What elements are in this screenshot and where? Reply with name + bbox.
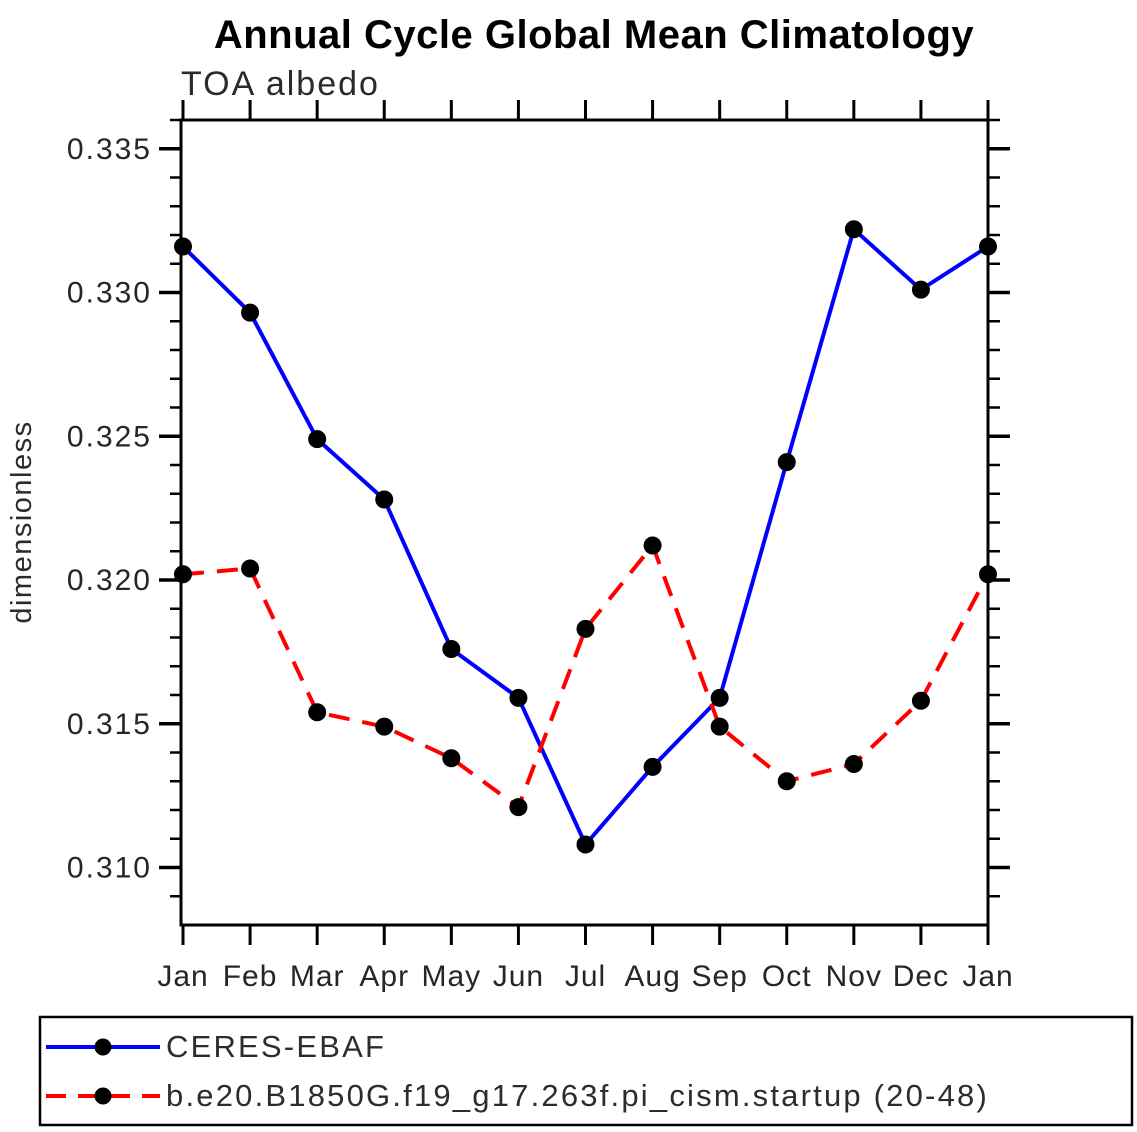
x-tick-label: Oct <box>762 960 812 993</box>
x-tick-label: Apr <box>359 960 409 993</box>
x-tick-label: Jun <box>493 960 544 993</box>
x-tick-label: Nov <box>826 960 882 993</box>
data-point <box>174 565 192 584</box>
data-point <box>308 703 327 722</box>
y-tick-label: 0.335 <box>67 133 152 166</box>
data-point <box>576 619 595 638</box>
x-tick-label: May <box>421 960 481 993</box>
data-point <box>844 220 863 239</box>
x-tick-label: Jan <box>962 960 1013 993</box>
data-point <box>979 237 997 256</box>
y-tick-label: 0.315 <box>67 708 152 741</box>
data-point <box>442 749 461 768</box>
data-point <box>710 688 729 707</box>
data-point <box>241 303 260 322</box>
x-tick-label: Dec <box>893 960 949 993</box>
data-point <box>643 757 662 776</box>
legend-label-ceres: CERES-EBAF <box>166 1029 387 1064</box>
series-line-0 <box>181 225 990 849</box>
legend-marker-0 <box>94 1038 112 1056</box>
data-point <box>174 237 192 256</box>
data-point <box>576 835 595 854</box>
y-tick-label: 0.320 <box>67 564 152 597</box>
series-line-1 <box>182 541 990 811</box>
data-point <box>911 280 930 299</box>
x-tick-label: Sep <box>691 960 747 993</box>
data-point <box>777 453 796 472</box>
chart-title: Annual Cycle Global Mean Climatology <box>213 13 975 57</box>
data-point <box>509 688 528 707</box>
data-point <box>777 772 796 791</box>
legend-marker-1 <box>94 1087 112 1105</box>
y-tick-label: 0.325 <box>67 420 152 453</box>
data-point <box>979 565 997 584</box>
x-tick-label: Jan <box>157 960 208 993</box>
data-point <box>308 430 327 449</box>
legend-box <box>38 1015 1134 1127</box>
legend-label-model: b.e20.B1850G.f19_g17.263f.pi_cism.startu… <box>166 1078 989 1113</box>
chart-subtitle: TOA albedo <box>181 65 380 103</box>
x-tick-label: Feb <box>223 960 278 993</box>
x-tick-label: Jul <box>565 960 606 993</box>
data-point <box>911 691 930 710</box>
x-tick-label: Mar <box>290 960 345 993</box>
data-point <box>509 798 528 817</box>
data-point <box>844 755 863 773</box>
data-point <box>375 490 394 509</box>
y-tick-label: 0.310 <box>67 852 152 885</box>
data-point <box>375 717 394 736</box>
x-tick-label: Aug <box>624 960 680 993</box>
data-point <box>643 536 662 555</box>
data-point <box>442 640 461 658</box>
data-point <box>241 559 260 578</box>
data-point <box>710 717 729 736</box>
y-tick-label: 0.330 <box>67 277 152 310</box>
y-axis-label: dimensionless <box>6 420 38 624</box>
